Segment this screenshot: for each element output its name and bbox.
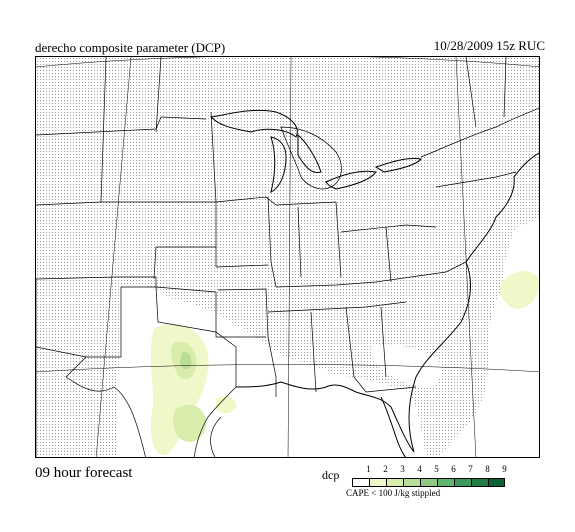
legend-swatch	[403, 478, 420, 487]
legend-swatch	[488, 478, 505, 487]
boundaries	[36, 57, 539, 457]
legend-colorbar	[352, 478, 505, 487]
legend-swatch	[369, 478, 386, 487]
legend-swatch	[471, 478, 488, 487]
dcp-map	[35, 56, 540, 458]
legend-value: 3	[400, 464, 405, 474]
legend-value: 9	[502, 464, 507, 474]
legend-value: 7	[468, 464, 473, 474]
legend-value: 4	[417, 464, 422, 474]
legend-swatch	[454, 478, 471, 487]
dcp-shading	[150, 271, 539, 456]
forecast-label: 09 hour forecast	[35, 465, 133, 481]
legend-swatch	[420, 478, 437, 487]
legend-swatch	[437, 478, 454, 487]
map-title: derecho composite parameter (DCP)	[35, 40, 226, 55]
dcp-legend: dcp 1 2 3 4 5 6 7 8 9	[322, 463, 532, 503]
legend-value: 5	[434, 464, 439, 474]
map-canvas	[36, 57, 539, 457]
legend-values: 1 2 3 4 5 6 7 8 9	[360, 464, 513, 474]
stipple-note: CAPE < 100 J/kg stippled	[346, 488, 441, 498]
legend-value: 8	[485, 464, 490, 474]
valid-time: 10/28/2009 15z RUC	[433, 38, 545, 53]
legend-value: 6	[451, 464, 456, 474]
legend-swatch	[352, 478, 369, 487]
legend-label: dcp	[322, 468, 340, 482]
legend-value: 2	[383, 464, 388, 474]
legend-value: 1	[366, 464, 371, 474]
legend-swatch	[386, 478, 403, 487]
